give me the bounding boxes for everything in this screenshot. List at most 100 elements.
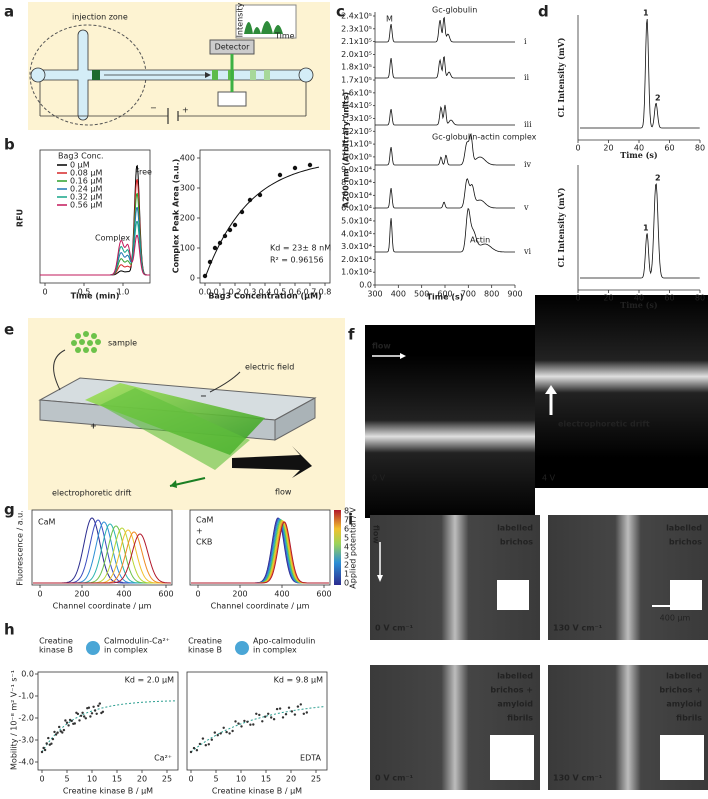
panel-label: g [4,501,15,519]
plot-frame [37,671,179,771]
point [299,703,302,706]
x-tick-label: 0.0 [199,288,212,297]
point [292,165,298,171]
point [98,702,102,705]
trace [191,519,329,584]
y-tick-label: -3.0 [18,736,34,745]
point [227,227,233,233]
legend-label: 0.24 µM [70,185,102,194]
label: Time (min) [71,292,120,301]
x-tick-label: 10 [236,775,246,784]
point [270,716,273,719]
y-tick-label: 400 [180,154,195,163]
cbar-tick-label: 3 [344,552,349,561]
band [212,70,218,80]
label: Detector [215,43,251,52]
trace [191,520,329,584]
x-tick-label: 0.2 [229,288,242,297]
x-tick-label: 80 [695,294,705,303]
label: electrophoretic drift [558,420,650,429]
label: A200 nm (Arbitrary units) [342,92,351,208]
channel-side [274,397,316,441]
point [90,712,94,715]
y-tick-label: 8.0x10⁴ [341,178,372,187]
panel-label: c [336,3,345,21]
label: CL Intensity (mV) [556,187,566,267]
plot-frame [39,149,151,284]
point [207,259,213,265]
trace-label: iii [524,120,532,129]
x-tick-label: 5 [213,775,218,784]
point [228,732,231,735]
trace [375,178,515,209]
point [249,723,252,726]
label: 2 [655,94,661,103]
y-tick-label: 1.6x10⁵ [341,88,372,97]
point [93,709,97,712]
flow-arrow-head [377,575,383,582]
band [250,70,256,80]
y-tick-label: 4.0x10⁴ [341,229,372,238]
label: 0 V cm⁻¹ [375,774,414,783]
sample-dot [91,347,97,353]
x-tick-label: 800 [484,290,499,299]
drift-arrow-head [170,480,177,488]
point [95,712,98,715]
image [548,515,708,640]
point [67,724,70,727]
point [217,240,223,246]
label: EDTA [300,754,321,763]
label: − [150,104,157,113]
label: fibrils [507,714,533,723]
point [58,725,61,729]
point [277,172,283,178]
label: Complex [95,234,130,243]
point [53,730,56,734]
icon [86,641,100,655]
point [222,233,228,239]
label: labelled [497,524,533,533]
y-tick-label: 1.1x10⁵ [341,140,372,149]
label: Creatine [188,637,222,646]
cbar-tick-label: 0 [344,579,349,588]
label: Channel coordinate / µm [53,602,152,611]
arrow-head [205,72,211,78]
icon [235,641,249,655]
point [307,162,313,168]
x-tick-label: 25 [162,775,172,784]
x-tick-label: 20 [286,775,296,784]
point [281,716,285,719]
label: flow [372,342,391,351]
label: Calmodulin-Ca²⁺ [104,637,170,646]
point [195,749,199,752]
label: 0 V [372,474,386,483]
x-tick-label: 700 [461,290,476,299]
x-tick-label: 25 [311,775,321,784]
label: labelled [666,524,702,533]
label: CL Intensity (mV) [556,37,566,117]
point [81,711,84,714]
image [370,515,540,640]
x-tick-label: 400 [116,590,131,599]
trace [33,529,171,584]
point [51,737,55,741]
curve [40,234,150,276]
x-tick-label: 60 [664,294,674,303]
y-tick-label: 0.0 [359,281,372,290]
point [305,711,308,714]
label: Applied potential / V [349,507,358,589]
point [100,711,103,715]
point [79,714,83,717]
legend-label: 0.56 µM [70,201,102,210]
point [47,736,50,740]
trace-label: iv [524,160,532,169]
label: Gc-globulin-actin complex [432,133,537,142]
x-tick-label: 0 [42,288,47,297]
trace [191,518,329,584]
trace [191,518,329,584]
point [72,722,75,725]
x-tick-label: 0 [575,294,580,303]
trace [375,16,515,43]
point [70,719,73,723]
cbar-tick-label: 6 [344,525,349,534]
